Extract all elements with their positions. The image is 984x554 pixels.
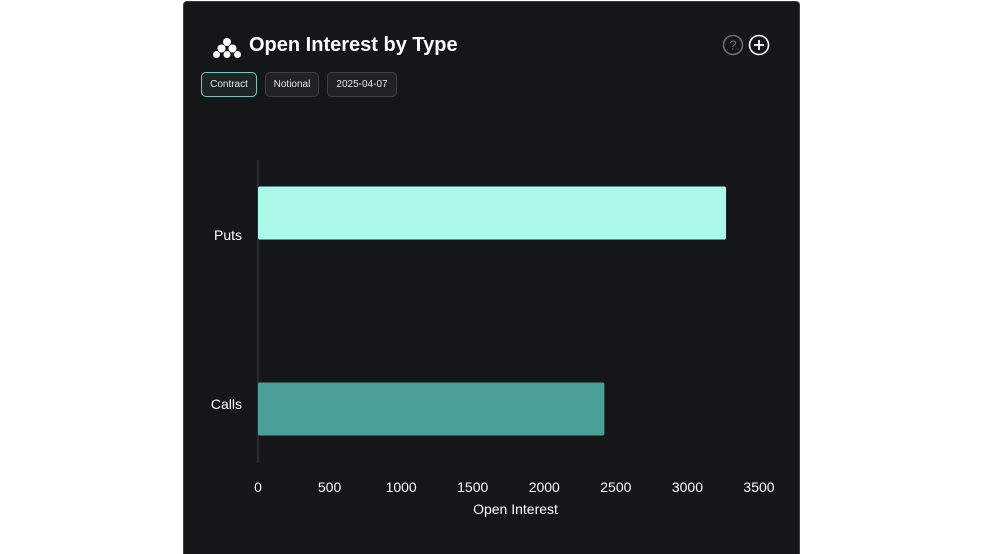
bar-calls <box>258 382 605 436</box>
y-tick-label: Calls <box>211 396 242 412</box>
x-tick-label: 2000 <box>529 479 560 495</box>
svg-text:?: ? <box>729 38 736 53</box>
x-axis-title: Open Interest <box>473 501 558 517</box>
contract-toggle[interactable]: Contract <box>201 72 257 97</box>
help-icon[interactable]: ? <box>722 34 744 56</box>
x-tick-label: 3500 <box>743 479 774 495</box>
x-tick-label: 0 <box>254 479 262 495</box>
page-title: Open Interest by Type <box>249 34 458 56</box>
x-tick-label: 2500 <box>600 479 631 495</box>
x-tick-label: 500 <box>318 479 342 495</box>
bar-puts <box>258 186 727 240</box>
logo-icon <box>213 38 241 58</box>
notional-toggle[interactable]: Notional <box>265 72 319 97</box>
x-tick-label: 1500 <box>457 479 488 495</box>
add-icon[interactable] <box>748 34 770 56</box>
y-tick-label: Puts <box>214 227 242 243</box>
x-tick-label: 1000 <box>386 479 417 495</box>
date-selector[interactable]: 2025-04-07 <box>327 72 397 97</box>
x-tick-label: 3000 <box>672 479 703 495</box>
